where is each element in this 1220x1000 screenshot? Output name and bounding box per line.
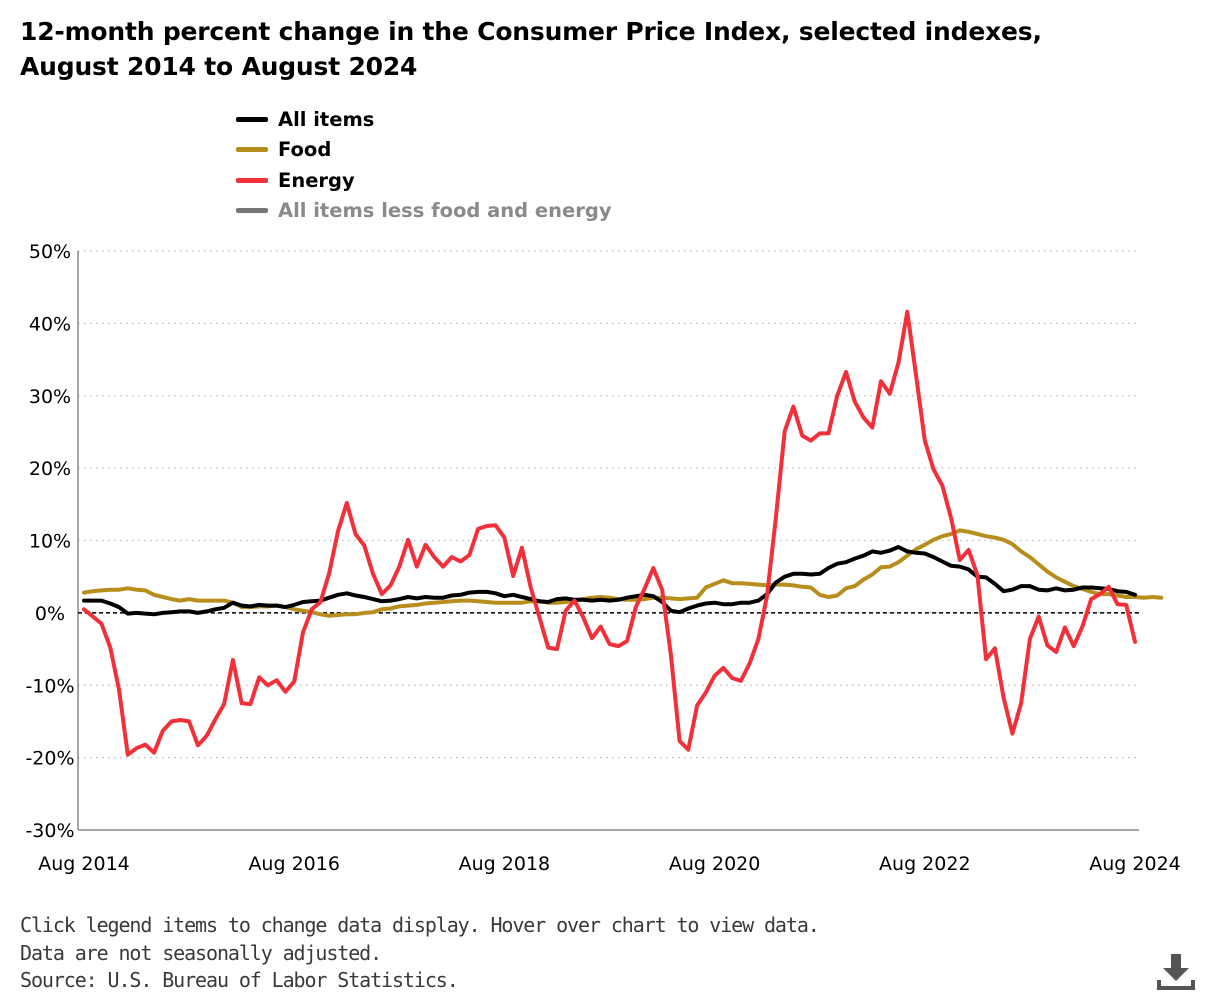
y-tick-label: -10%	[25, 675, 74, 697]
series-line-food	[82, 528, 1164, 618]
legend-item-energy[interactable]: Energy	[236, 165, 612, 196]
x-tick-label: Aug 2014	[38, 853, 130, 875]
note-seasonal: Data are not seasonally adjusted.	[20, 940, 382, 965]
chart-notes: Click legend items to change data displa…	[20, 912, 820, 995]
x-tick-label: Aug 2020	[669, 853, 761, 875]
note-interaction: Click legend items to change data displa…	[20, 913, 820, 937]
download-icon	[1157, 954, 1195, 990]
series-line-all-items	[82, 545, 1137, 617]
note-source: Source: U.S. Bureau of Labor Statistics.	[20, 968, 459, 992]
y-tick-label: 40%	[29, 313, 71, 335]
y-tick-label: 50%	[29, 241, 71, 263]
legend-label-food: Food	[278, 138, 332, 162]
chart-title: 12-month percent change in the Consumer …	[20, 17, 1042, 81]
y-tick-label: 10%	[29, 531, 71, 553]
legend-swatch-food	[236, 147, 268, 153]
x-tick-label: Aug 2018	[459, 853, 551, 875]
legend-item-food[interactable]: Food	[236, 135, 612, 166]
y-tick-label: -20%	[25, 748, 74, 770]
legend-label-energy: Energy	[278, 168, 355, 192]
x-tick-label: Aug 2024	[1089, 853, 1181, 875]
x-tick-label: Aug 2022	[879, 853, 971, 875]
chart-legend: All items Food Energy All items less foo…	[236, 104, 612, 226]
download-button[interactable]	[1155, 952, 1195, 994]
y-tick-label: 20%	[29, 458, 71, 480]
legend-label-all-items: All items	[278, 107, 375, 131]
legend-item-all-items[interactable]: All items	[236, 104, 612, 135]
line-chart[interactable]: 50% 40% 30% 20% 10% 0% -10% -20% -30% Aug 2014 Aug…	[0, 230, 1220, 890]
legend-swatch-energy	[236, 177, 268, 183]
legend-swatch-core	[236, 208, 268, 214]
series-line-energy	[82, 309, 1137, 757]
y-tick-label: -30%	[25, 820, 74, 842]
legend-swatch-all-items	[236, 116, 268, 122]
legend-label-core: All items less food and energy	[278, 199, 612, 223]
y-tick-label: 30%	[29, 386, 71, 408]
y-tick-label: 0%	[35, 603, 65, 625]
x-tick-label: Aug 2016	[248, 853, 340, 875]
legend-item-core[interactable]: All items less food and energy	[236, 196, 612, 227]
